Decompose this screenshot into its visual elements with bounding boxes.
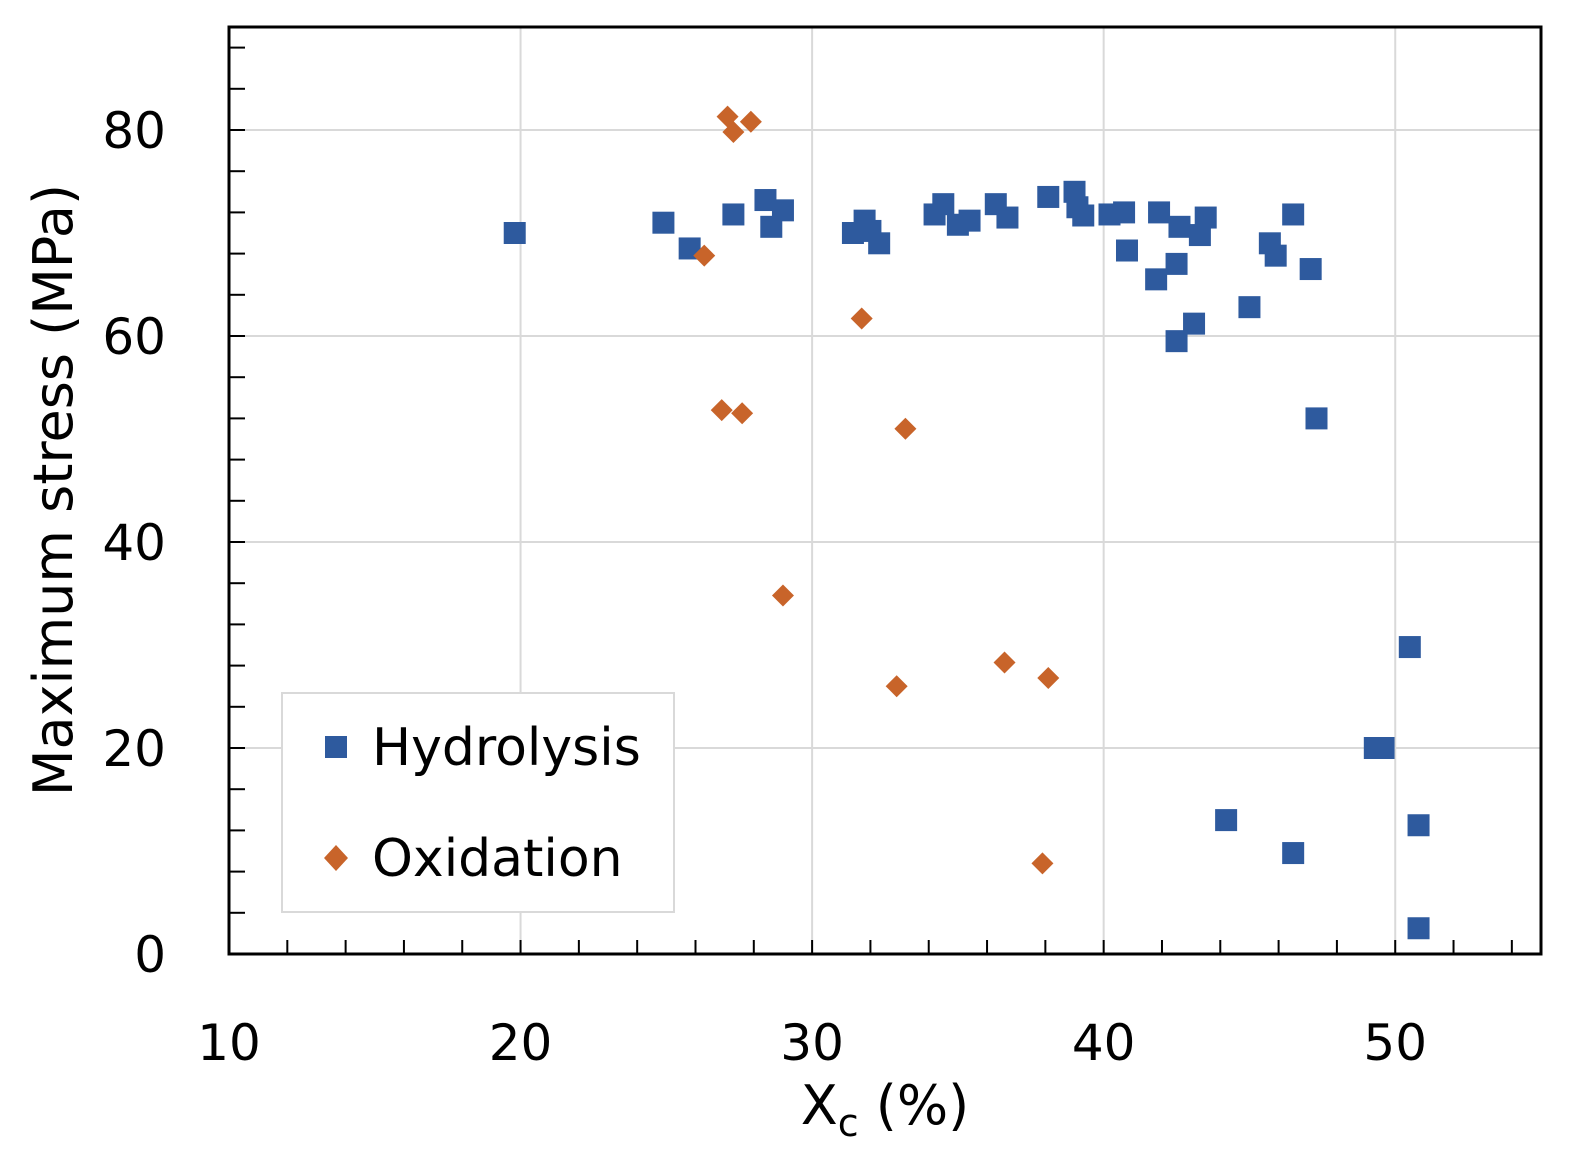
y-tick-label: 80 [102,102,166,160]
hydrolysis-point [868,232,891,255]
plot-area-frame [227,25,1543,956]
hydrolysis-point [1407,814,1430,837]
hydrolysis-point [1398,636,1421,659]
hydrolysis-point [932,193,955,216]
hydrolysis-point [1215,809,1238,832]
y-axis-title: Maximum stress (MPa) [22,184,85,796]
y-tick-label: 40 [102,514,166,572]
hydrolysis-point [1037,185,1060,208]
x-tick-label: 10 [197,1014,261,1072]
hydrolysis-point [722,203,745,226]
oxidation-point [1031,852,1054,875]
data-markers [503,105,1430,940]
hydrolysis-point [503,222,526,244]
minor-ticks [228,46,1513,955]
x-tick-label: 50 [1363,1014,1427,1072]
x-tick-label: 20 [489,1014,553,1072]
x-tick-label: 30 [780,1014,844,1072]
hydrolysis-point [1299,258,1322,281]
hydrolysis-point [1148,201,1171,224]
x-axis-title-main: X [801,1074,838,1137]
hydrolysis-point [1165,252,1188,275]
hydrolysis-point [1145,268,1168,291]
x-tick-label: 40 [1072,1014,1136,1072]
oxidation-point [731,402,754,425]
legend: Hydrolysis Oxidation [281,692,675,913]
oxidation-point [710,399,733,422]
hydrolysis-point [1407,917,1430,940]
oxidation-point [739,110,762,133]
legend-label-oxidation: Oxidation [372,829,623,889]
oxidation-point [722,121,745,144]
hydrolysis-point [1305,407,1328,430]
legend-marker-hydrolysis [325,736,347,758]
tick-labels: 10 20 30 40 50 0 20 40 60 80 [102,102,1427,1072]
oxidation-point [993,651,1016,674]
x-axis-title-unit: (%) [859,1074,970,1137]
oxidation-point [894,417,917,440]
legend-box [281,692,675,913]
oxidation-point [693,244,716,267]
hydrolysis-point [996,206,1019,229]
hydrolysis-point [1165,330,1188,353]
hydrolysis-point [1194,206,1217,229]
x-axis-title-subscript: c [838,1101,859,1145]
oxidation-point [1037,666,1060,689]
hydrolysis-point [1183,312,1206,335]
hydrolysis-point [1168,215,1191,238]
hydrolysis-point [1113,201,1136,224]
oxidation-point [850,307,873,330]
oxidation-point [771,584,794,607]
oxidation-point [885,675,908,698]
hydrolysis-point [1282,203,1305,226]
hydrolysis-point [1282,842,1305,865]
legend-marker-oxidation [324,845,348,871]
hydrolysis-point [1238,296,1261,319]
hydrolysis-point [1188,224,1211,247]
hydrolysis-point [1372,737,1395,759]
hydrolysis-point [958,209,981,232]
x-axis-title: Xc (%) [801,1074,970,1145]
hydrolysis-point [652,211,675,234]
hydrolysis-point [771,199,794,222]
hydrolysis-point [1072,204,1095,227]
y-tick-label: 20 [102,720,166,778]
hydrolysis-point [1115,239,1138,262]
y-tick-label: 60 [102,308,166,366]
hydrolysis-point [1264,244,1287,267]
legend-label-hydrolysis: Hydrolysis [372,718,641,778]
hydrolysis-point [754,189,777,212]
y-tick-label: 0 [134,926,166,984]
